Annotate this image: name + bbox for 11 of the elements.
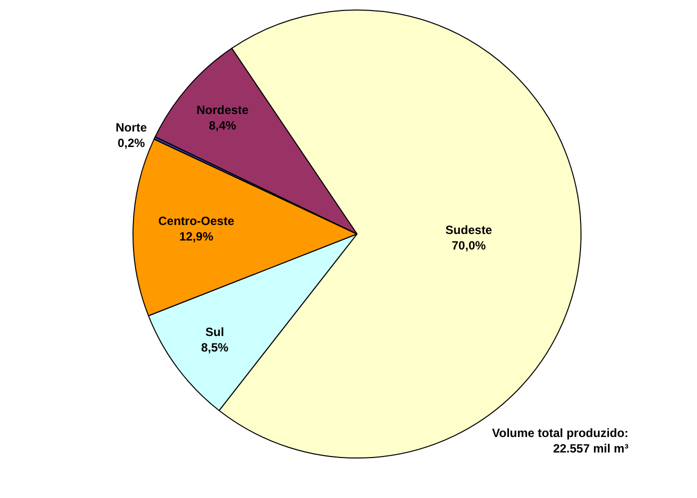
data-label: 70,0%: [452, 238, 486, 253]
slice-label: Sudeste: [445, 223, 492, 238]
data-label: 8,5%: [201, 340, 229, 355]
slice-label: Sul: [205, 325, 224, 340]
slice-label: Nordeste: [196, 102, 249, 117]
slice-label: Centro-Oeste: [158, 214, 235, 228]
data-label: 12,9%: [179, 230, 214, 244]
data-label: 8,4%: [208, 118, 237, 133]
data-label: 0,2%: [118, 136, 146, 150]
slice-label: Norte: [116, 120, 148, 134]
text: Volume total produzido: 22.557 mil m³: [492, 426, 628, 456]
